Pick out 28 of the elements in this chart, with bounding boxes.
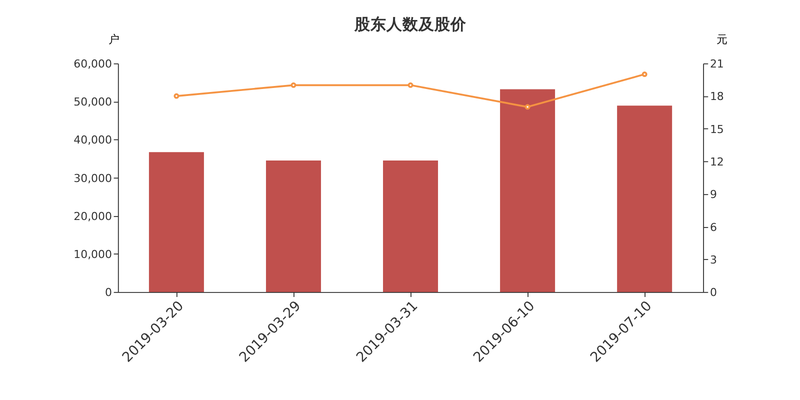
- y2-axis-title: 元: [716, 32, 728, 46]
- y2-tick-label: 18: [710, 90, 724, 104]
- y-tick-label: 50,000: [74, 96, 112, 109]
- point: [174, 93, 180, 99]
- point: [408, 82, 414, 88]
- bar: [500, 89, 556, 292]
- y2-tick-label: 12: [710, 155, 724, 168]
- chart-title: 股东人数及股价: [354, 16, 468, 34]
- y2-tick-label: 15: [710, 122, 724, 136]
- y-tick-label: 0: [105, 286, 112, 300]
- y2-tick-label: 21: [710, 58, 724, 70]
- y-axis-title: 户: [108, 32, 120, 46]
- y-tick-label: 30,000: [74, 172, 112, 185]
- y2-tick-label: 3: [710, 253, 717, 266]
- y2-tick-label: 9: [710, 188, 717, 202]
- bar: [383, 160, 438, 292]
- point: [524, 104, 530, 110]
- bar: [148, 152, 204, 292]
- bar: [617, 106, 672, 292]
- point: [642, 72, 648, 78]
- y-tick-label: 60,000: [74, 58, 112, 70]
- y-tick-label: 10,000: [74, 248, 112, 261]
- point: [290, 82, 296, 88]
- y-tick-label: 40,000: [74, 134, 112, 147]
- y2-tick-label: 6: [710, 220, 717, 234]
- bar: [266, 160, 321, 292]
- y-tick-label: 20,000: [74, 210, 112, 223]
- y2-tick-label: 0: [710, 286, 717, 300]
